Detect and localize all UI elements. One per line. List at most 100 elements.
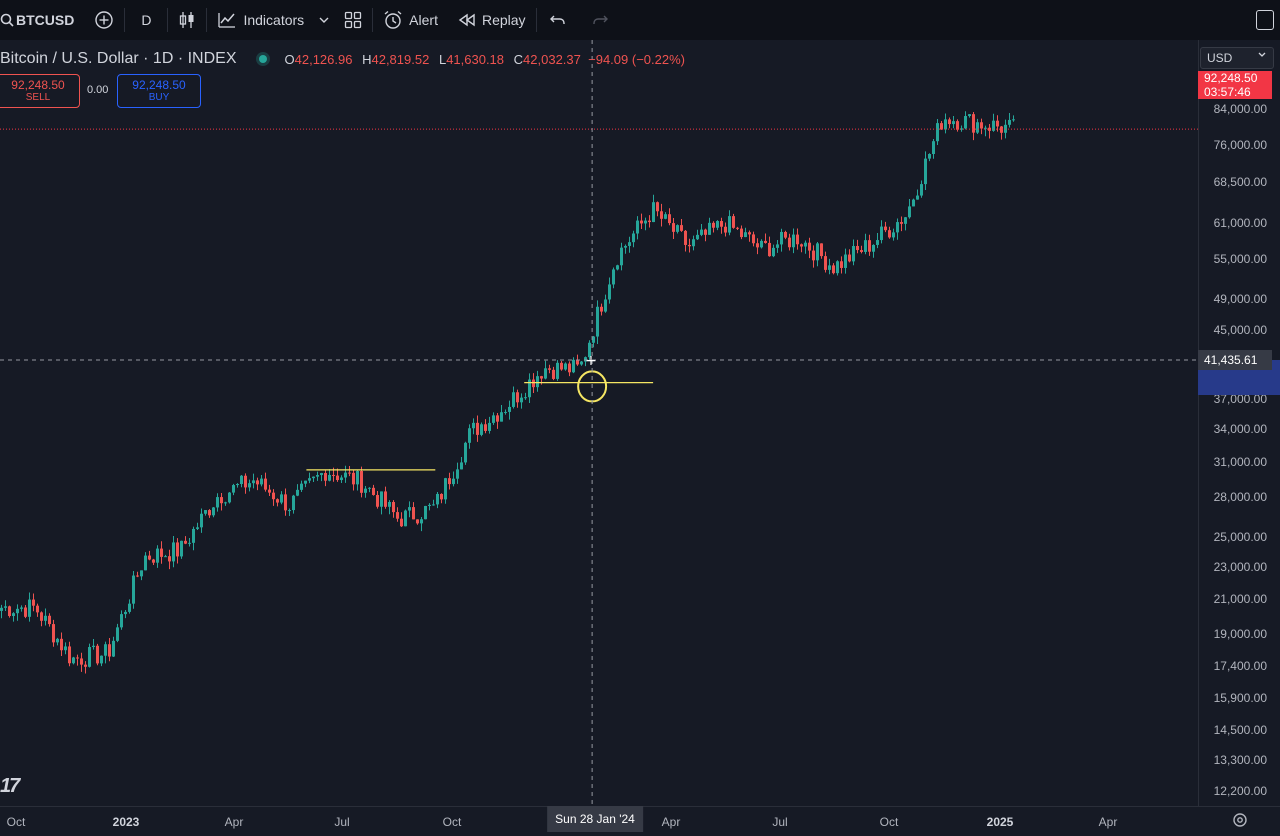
candle-body	[508, 406, 511, 412]
candle-body	[756, 243, 759, 248]
close-value: 42,032.37	[523, 51, 581, 67]
interval-button[interactable]: D	[125, 0, 167, 40]
candle-body	[544, 368, 547, 379]
compare-button[interactable]	[84, 0, 124, 40]
candle-body	[428, 504, 431, 506]
replay-button[interactable]: Replay	[448, 0, 536, 40]
candle-body	[312, 476, 315, 479]
candle-body	[952, 121, 955, 125]
candle-body	[728, 216, 731, 233]
candle-body	[308, 478, 311, 481]
buy-price: 92,248.50	[132, 78, 186, 92]
candle-body	[712, 222, 715, 228]
candle-body	[20, 607, 23, 609]
symbol-search-button[interactable]: BTCUSD	[0, 0, 84, 40]
candle-body	[832, 265, 835, 274]
candle-body	[240, 475, 243, 485]
candle-body	[776, 244, 779, 248]
candle-body	[984, 127, 987, 129]
indicators-dropdown[interactable]	[314, 0, 334, 40]
candle-body	[684, 230, 687, 245]
candle-body	[532, 379, 535, 388]
candle-body	[232, 485, 235, 493]
candle-body	[124, 611, 127, 615]
price-axis-label: 13,300.00	[1213, 753, 1267, 767]
time-axis-label: Apr	[224, 815, 244, 829]
indicators-button[interactable]: Indicators	[207, 0, 314, 40]
market-status-icon	[258, 55, 267, 63]
price-axis-label: 49,000.00	[1213, 292, 1267, 306]
candle-body	[956, 121, 959, 130]
alert-button[interactable]: Alert	[373, 0, 448, 40]
buy-label: BUY	[148, 92, 170, 103]
candle-body	[216, 497, 219, 508]
candle-body	[8, 606, 11, 617]
candle-body	[80, 658, 83, 665]
high-key: H	[362, 51, 372, 67]
currency-select[interactable]: USD	[1200, 47, 1274, 69]
candle-body	[552, 369, 555, 379]
candle-body	[384, 491, 387, 507]
candle-body	[772, 247, 775, 257]
last-price-value: 92,248.50	[1204, 71, 1258, 85]
settings-icon[interactable]	[1232, 812, 1248, 828]
candle-body	[736, 227, 739, 229]
tradingview-logo: 17	[0, 775, 20, 797]
candle-body	[628, 242, 631, 246]
redo-button[interactable]	[579, 0, 621, 40]
candle-body	[796, 234, 799, 245]
candle-body	[120, 614, 123, 628]
candle-body	[968, 114, 971, 117]
price-axis-label: 14,500.00	[1213, 723, 1267, 737]
candle-body	[492, 415, 495, 423]
candle-body	[948, 119, 951, 125]
candle-body	[664, 214, 667, 219]
undo-button[interactable]	[537, 0, 579, 40]
candle-body	[164, 556, 167, 558]
candle-body	[972, 114, 975, 133]
price-axis[interactable]: 84,000.00 76,000.00 68,500.00 61,000.00 55,0…	[1198, 40, 1280, 806]
candle-body	[176, 542, 179, 557]
candle-body	[440, 493, 443, 500]
candle-body	[816, 243, 819, 261]
candle-body	[64, 646, 67, 651]
candle-body	[556, 362, 559, 379]
time-axis-label: 2023	[112, 815, 140, 829]
candle-body	[116, 627, 119, 641]
candle-body	[632, 233, 635, 243]
candle-body	[412, 507, 415, 520]
price-axis-label: 37,000.00	[1213, 392, 1267, 406]
candle-body	[424, 505, 427, 520]
candle-body	[452, 478, 455, 485]
candle-body	[572, 359, 575, 373]
candle-body	[672, 223, 675, 232]
templates-button[interactable]	[334, 0, 372, 40]
candle-body	[396, 512, 399, 519]
candle-body	[932, 141, 935, 154]
candle-body	[320, 473, 323, 476]
candle-body	[296, 489, 299, 496]
candle-body	[1008, 119, 1011, 125]
candle-body	[228, 492, 231, 503]
candle-body	[148, 555, 151, 560]
fullscreen-icon[interactable]	[1256, 10, 1274, 30]
price-axis-label: 34,000.00	[1213, 422, 1267, 436]
candle-body	[660, 211, 663, 219]
candle-body	[68, 646, 71, 664]
candle-body	[480, 424, 483, 435]
candle-body	[368, 487, 371, 489]
candle-body	[336, 475, 339, 481]
sell-button[interactable]: 92,248.50 SELL	[0, 74, 80, 108]
chart-type-button[interactable]	[168, 0, 206, 40]
candle-body	[464, 442, 467, 463]
open-key: O	[284, 51, 295, 67]
price-axis-label: 23,000.00	[1213, 560, 1267, 574]
candle-body	[456, 469, 459, 479]
buy-button[interactable]: 92,248.50 BUY	[117, 74, 201, 108]
chart-legend: Bitcoin / U.S. Dollar · 1D · INDEX O42,1…	[0, 48, 685, 70]
candle-body	[220, 497, 223, 504]
candle-body	[284, 494, 287, 511]
candle-body	[380, 491, 383, 507]
candle-body	[676, 225, 679, 232]
price-chart[interactable]: +	[0, 40, 1198, 806]
